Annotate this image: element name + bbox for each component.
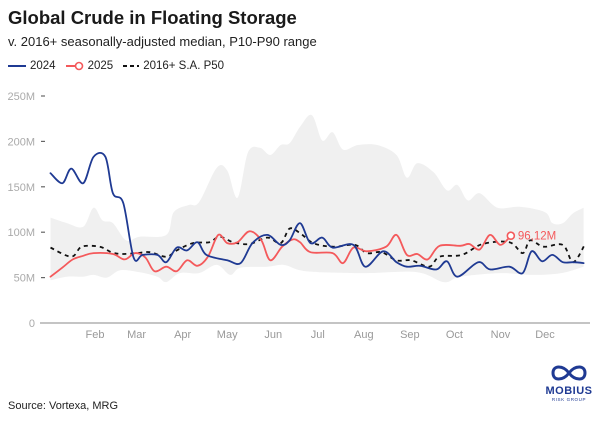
y-tick-label: 250M bbox=[7, 91, 35, 103]
last-value-marker bbox=[506, 231, 516, 241]
x-tick-label: Mar bbox=[127, 329, 146, 341]
mobius-logo: MOBIUS RISK GROUP bbox=[540, 365, 598, 402]
legend-marker-line-icon bbox=[65, 61, 83, 71]
y-tick-label: 200M bbox=[7, 136, 35, 148]
x-tick-label: Sep bbox=[400, 329, 420, 341]
x-tick-label: Jul bbox=[311, 329, 325, 341]
infinity-logo-icon bbox=[551, 365, 587, 381]
chart-subtitle: v. 2016+ seasonally-adjusted median, P10… bbox=[8, 34, 317, 49]
x-tick-label: Apr bbox=[174, 329, 191, 341]
legend-item-2024[interactable]: 2024 bbox=[8, 60, 56, 72]
legend-dashed-line-icon bbox=[123, 65, 140, 67]
x-tick-label: May bbox=[217, 329, 238, 341]
y-tick-label: 0 bbox=[29, 318, 35, 330]
legend-solid-line-icon bbox=[8, 65, 26, 67]
legend-item-p50[interactable]: 2016+ S.A. P50 bbox=[123, 60, 224, 72]
legend-label: 2024 bbox=[30, 60, 56, 72]
x-tick-label: Feb bbox=[86, 329, 105, 341]
chart-title: Global Crude in Floating Storage bbox=[8, 7, 297, 28]
x-tick-label: Dec bbox=[535, 329, 555, 341]
logo-wordmark: MOBIUS bbox=[545, 385, 593, 397]
y-tick-label: 50M bbox=[14, 273, 35, 285]
last-value-label: 96,12M bbox=[518, 231, 556, 243]
source-note: Source: Vortexa, MRG bbox=[8, 400, 119, 412]
x-tick-label: Aug bbox=[354, 329, 374, 341]
p10-p90-band bbox=[50, 114, 584, 283]
legend-item-2025[interactable]: 2025 bbox=[65, 60, 114, 72]
legend: 2024 2025 2016+ S.A. P50 bbox=[8, 60, 224, 72]
y-tick-label: 100M bbox=[7, 227, 35, 239]
legend-label: 2016+ S.A. P50 bbox=[143, 60, 225, 72]
y-tick-label: 150M bbox=[7, 182, 35, 194]
logo-tagline: RISK GROUP bbox=[551, 397, 587, 402]
x-tick-label: Nov bbox=[491, 329, 511, 341]
series-line-2024 bbox=[49, 152, 585, 278]
legend-label: 2025 bbox=[87, 60, 114, 72]
x-tick-label: Jun bbox=[264, 329, 282, 341]
x-tick-label: Oct bbox=[446, 329, 463, 341]
